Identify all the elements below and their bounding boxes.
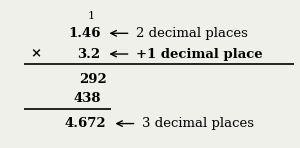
Text: ×: × xyxy=(30,48,42,61)
Text: 1: 1 xyxy=(88,11,95,21)
Text: 2 decimal places: 2 decimal places xyxy=(136,27,248,40)
Text: 438: 438 xyxy=(73,92,100,105)
Text: 1.46: 1.46 xyxy=(68,27,101,40)
Text: 292: 292 xyxy=(79,73,106,86)
Text: +1 decimal place: +1 decimal place xyxy=(136,48,263,61)
Text: 3 decimal places: 3 decimal places xyxy=(142,117,254,130)
Text: 4.672: 4.672 xyxy=(65,117,106,130)
Text: 3.2: 3.2 xyxy=(77,48,101,61)
